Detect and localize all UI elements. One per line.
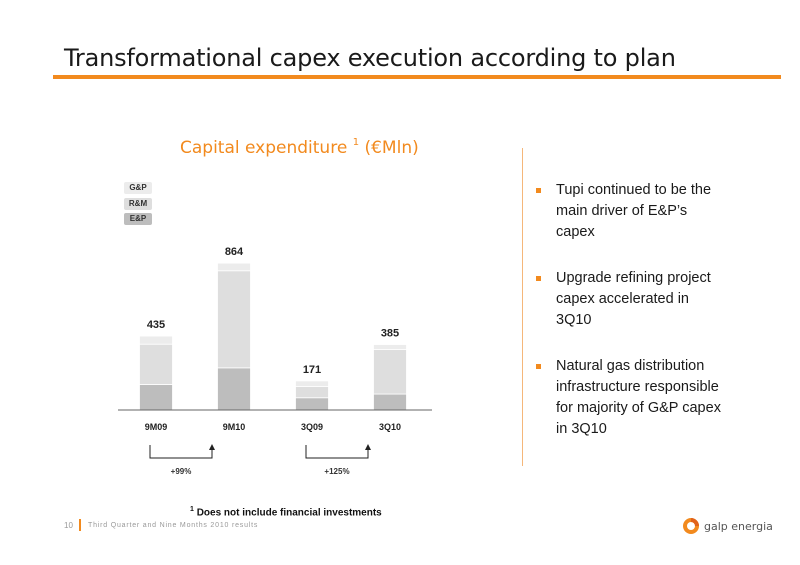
growth-bracket [149, 445, 213, 459]
bar-segment [295, 397, 329, 411]
bullet-marker [536, 188, 541, 193]
bullet-list: Tupi continued to be the main driver of … [536, 180, 726, 465]
bar-segment [295, 385, 329, 399]
bullet-text: Natural gas distribution infrastructure … [556, 358, 721, 437]
footnote-marker: 1 [190, 506, 194, 513]
legend-ep: E&P [124, 213, 152, 225]
vertical-divider [522, 148, 523, 466]
growth-bracket [305, 445, 369, 459]
category-label: 9M09 [145, 422, 168, 432]
footer-divider [79, 519, 81, 531]
category-label: 3Q10 [379, 422, 401, 432]
bar-segment [139, 343, 173, 385]
chart-title-footnote-marker: 1 [352, 137, 360, 148]
footnote: 1 Does not include financial investments [190, 506, 382, 518]
galp-logo: galp energia [682, 516, 773, 536]
bullet-item: Upgrade refining project capex accelerat… [536, 268, 726, 331]
total-label: 435 [147, 319, 165, 331]
bullet-text: Tupi continued to be the main driver of … [556, 182, 712, 240]
bullet-item: Tupi continued to be the main driver of … [536, 180, 726, 243]
category-label: 9M10 [223, 422, 246, 432]
legend-rm: R&M [124, 198, 152, 210]
chart-title-text: Capital expenditure [180, 138, 348, 158]
bullet-marker [536, 276, 541, 281]
bar-segment [217, 262, 251, 272]
chart-title: Capital expenditure 1 (€Mln) [180, 137, 419, 158]
category-label: 3Q09 [301, 422, 323, 432]
bar-segment [373, 349, 407, 395]
growth-label: +125% [324, 467, 349, 476]
galp-logo-icon [683, 518, 699, 534]
bullet-item: Natural gas distribution infrastructure … [536, 356, 726, 440]
total-label: 385 [381, 328, 399, 340]
logo-text: galp energia [704, 519, 773, 533]
bar-segment [217, 270, 251, 369]
bullet-text: Upgrade refining project capex accelerat… [556, 270, 711, 328]
growth-label: +99% [171, 467, 192, 476]
title-underline [53, 75, 781, 79]
bullet-marker [536, 364, 541, 369]
legend-gp: G&P [124, 182, 152, 194]
footnote-text: Does not include financial investments [196, 507, 382, 519]
total-label: 171 [303, 364, 321, 376]
bar-segment [295, 380, 329, 387]
growth-arrowhead [365, 444, 371, 450]
chart-title-unit: (€Mln) [364, 138, 419, 158]
growth-arrowhead [209, 444, 215, 450]
bar-segment [139, 384, 173, 411]
slide-title: Transformational capex execution accordi… [64, 44, 676, 72]
bar-segment [373, 393, 407, 411]
footer-text: Third Quarter and Nine Months 2010 resul… [88, 522, 259, 529]
total-label: 864 [225, 246, 244, 258]
bar-segment [217, 367, 251, 411]
bar-segment [139, 335, 173, 345]
page-number: 10 [64, 521, 73, 530]
bar-segment [373, 344, 407, 350]
